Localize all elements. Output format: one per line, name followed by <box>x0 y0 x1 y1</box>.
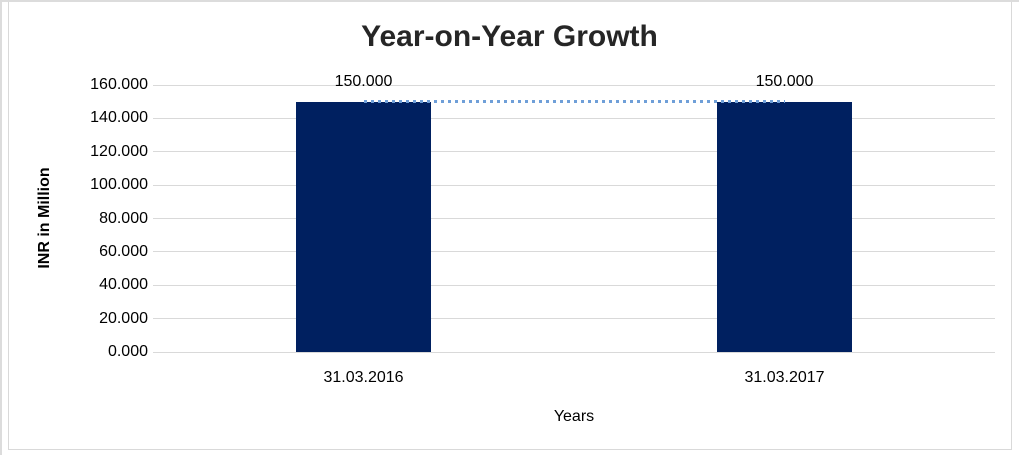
y-tick-label: 40.000 <box>99 276 148 294</box>
y-tick-label: 60.000 <box>99 242 148 260</box>
y-tick-label: 80.000 <box>99 209 148 227</box>
y-tick-label: 160.000 <box>90 76 148 93</box>
y-tick-label: 20.000 <box>99 309 148 327</box>
y-tick-label: 140.000 <box>90 109 148 127</box>
gridline <box>153 84 995 86</box>
gridline <box>153 117 995 119</box>
y-tick-label: 120.000 <box>90 142 148 160</box>
gridline <box>153 318 995 320</box>
gridline <box>153 284 995 286</box>
window-edge-top <box>0 0 1019 2</box>
y-tick-label: 100.000 <box>90 176 148 194</box>
x-tick-label: 31.03.2016 <box>323 369 404 386</box>
gridline <box>153 218 995 219</box>
x-tick-label: 31.03.2017 <box>744 369 825 386</box>
gridline <box>153 151 995 153</box>
gridline <box>153 251 995 253</box>
chart-title: Year-on-Year Growth <box>361 20 658 53</box>
bar-31.03.2016 <box>296 101 431 352</box>
plot-area <box>153 84 995 353</box>
window-edge-left <box>0 0 2 455</box>
bar-data-label: 150.000 <box>334 72 393 90</box>
gridline <box>153 184 995 186</box>
gridline <box>153 351 995 353</box>
y-tick-label: 0.000 <box>107 343 148 360</box>
trend-line <box>363 99 785 103</box>
x-axis-title: Years <box>553 408 595 425</box>
bar-data-label: 150.000 <box>755 72 814 90</box>
bar-31.03.2017 <box>717 101 852 352</box>
